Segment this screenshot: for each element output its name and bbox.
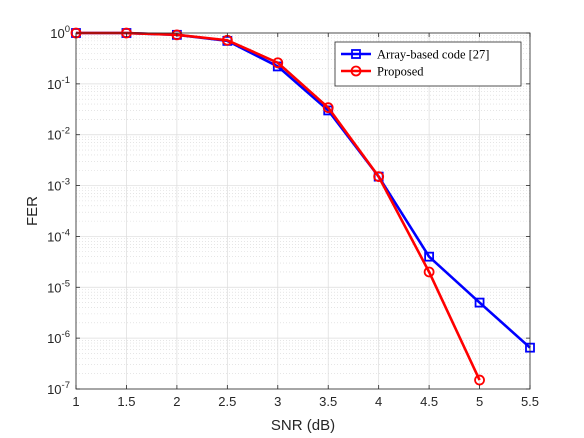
legend-marker [350,65,362,77]
plot-area [76,33,530,389]
data-point [423,266,435,278]
legend: Array-based code [27] Proposed [334,41,522,87]
x-tick-label: 1 [72,394,79,409]
y-tick-label: 10-1 [47,75,70,92]
y-tick-label: 10-3 [47,177,70,194]
legend-item: Proposed [341,65,424,79]
x-tick-label: 5 [476,394,483,409]
x-axis-label: SNR (dB) [271,417,335,434]
x-tick-label: 5.5 [521,394,539,409]
y-tick-label: 10-5 [47,278,70,295]
ticks: 1 1.5 2 2.5 3 3.5 4 4.5 5 5.5 100 10-1 10-2 10-3 10-4 1… [47,24,539,409]
x-tick-label: 1.5 [117,394,135,409]
legend-label: Proposed [377,65,424,79]
x-tick-label: 3 [274,394,281,409]
data-point [272,57,284,69]
y-tick-label: 10-2 [47,126,70,143]
plot-frame [75,32,531,390]
y-tick-label: 10-7 [47,380,70,397]
x-tick-label: 4.5 [420,394,438,409]
data-point [474,374,485,386]
legend-marker [351,49,361,59]
legend-item: Array-based code [27] [341,48,489,62]
x-tick-label: 3.5 [319,394,337,409]
y-tick-label: 10-4 [47,227,70,244]
data-point [171,29,183,41]
y-tick-label: 10-6 [47,329,70,346]
data-point [322,102,334,114]
x-tick-label: 2 [173,394,180,409]
series-line [76,31,481,381]
series-layer [70,27,535,386]
y-axis-label: FER [24,196,41,226]
legend-box [334,41,522,87]
y-tick-label: 100 [50,24,70,41]
legend-label: Array-based code [27] [377,48,489,62]
x-tick-label: 4 [375,394,382,409]
data-point [373,171,385,183]
series-2 [70,27,485,386]
data-point [424,251,435,262]
x-tick-label: 2.5 [218,394,236,409]
grid [75,32,531,390]
data-point [474,297,485,308]
